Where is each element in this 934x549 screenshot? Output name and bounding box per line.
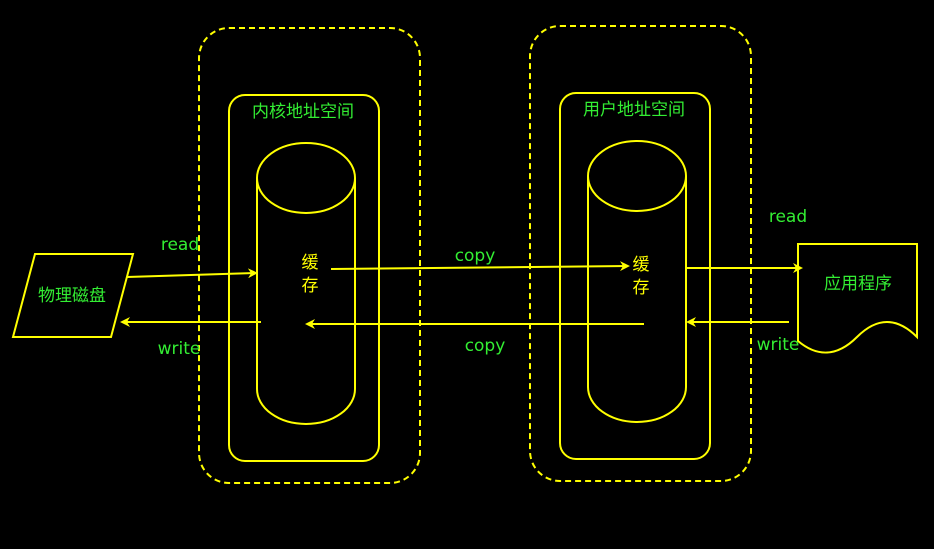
kernel-space-label: 内核地址空间 bbox=[252, 102, 354, 122]
edge-label-copy-down: copy bbox=[464, 336, 506, 356]
kernel-cache-text: 缓 存 bbox=[301, 253, 319, 296]
edge-label-copy-up: copy bbox=[454, 246, 496, 266]
edge-disk-to-kernel bbox=[126, 268, 258, 279]
user-cache-cylinder bbox=[587, 140, 687, 423]
application-label: 应用程序 bbox=[824, 274, 892, 294]
edge-label-disk-write: write bbox=[157, 339, 201, 359]
kernel-dashed-boundary bbox=[198, 27, 421, 484]
user-cache-text: 缓 存 bbox=[632, 255, 650, 298]
user-space-box bbox=[559, 92, 711, 460]
kernel-space-box bbox=[228, 94, 380, 462]
application-document bbox=[797, 243, 918, 354]
kernel-cache-label: 缓 存 bbox=[290, 252, 330, 298]
user-space-label: 用户地址空间 bbox=[583, 100, 685, 120]
user-dashed-boundary bbox=[529, 25, 752, 482]
edge-kernel-to-user bbox=[330, 261, 630, 272]
edge-label-app-read: read bbox=[768, 207, 808, 227]
edge-label-disk-read: read bbox=[160, 235, 200, 255]
disk-parallelogram bbox=[11, 253, 135, 338]
kernel-cache-cylinder bbox=[256, 142, 356, 425]
user-cache-label: 缓 存 bbox=[621, 254, 661, 300]
disk-label: 物理磁盘 bbox=[38, 286, 106, 306]
edge-label-app-write: write bbox=[756, 335, 800, 355]
